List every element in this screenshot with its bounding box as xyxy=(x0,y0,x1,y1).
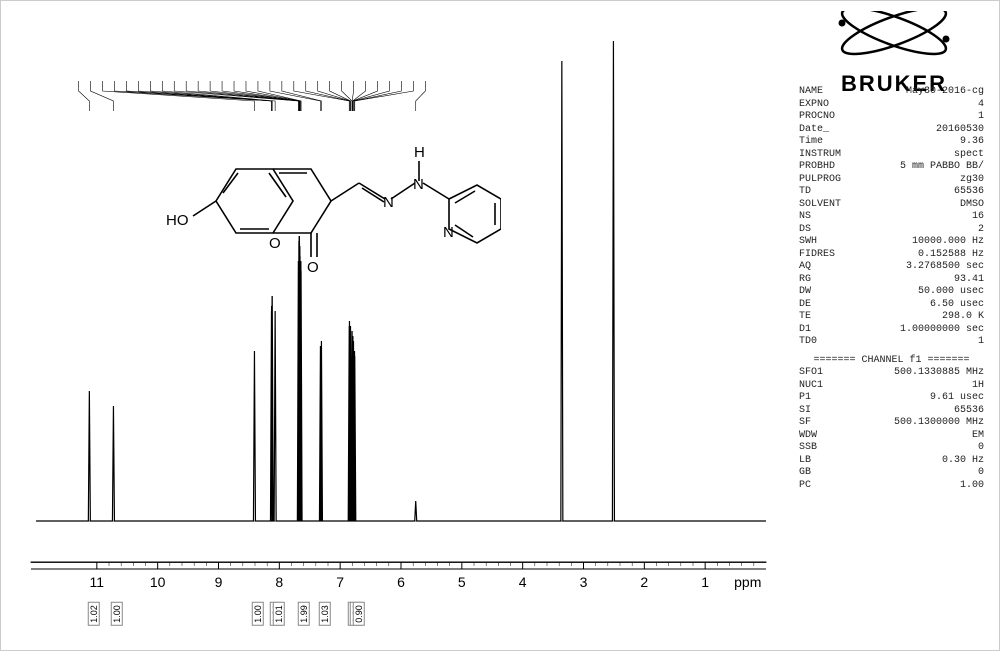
integral-value: 1.02 xyxy=(87,602,99,626)
meta-row: D11.00000000 sec xyxy=(799,324,984,337)
bruker-logo-icon xyxy=(804,11,984,66)
meta-row: DW50.000 usec xyxy=(799,286,984,299)
meta-row: RG93.41 xyxy=(799,274,984,287)
meta-row: P19.61 usec xyxy=(799,392,984,405)
integral-value: 1.00 xyxy=(252,602,264,626)
meta-row: PULPROGzg30 xyxy=(799,174,984,187)
axis-tick-label: 5 xyxy=(458,574,466,590)
meta-row: SWH10000.000 Hz xyxy=(799,236,984,249)
ppm-axis: 1110987654321ppm 1.021.001.001.241.011.9… xyxy=(21,556,791,646)
meta-row: NAMEMay30-2016-cg xyxy=(799,86,984,99)
meta-row: SFO1500.1330885 MHz xyxy=(799,367,984,380)
meta-row: NUC11H xyxy=(799,380,984,393)
meta-row: WDWEM xyxy=(799,430,984,443)
axis-tick-label: 6 xyxy=(397,574,405,590)
label-O-ring: O xyxy=(269,235,281,252)
integral-value: 1.01 xyxy=(273,602,285,626)
axis-tick-label: 4 xyxy=(519,574,527,590)
axis-tick-label: 10 xyxy=(150,574,166,590)
meta-row: PC1.00 xyxy=(799,480,984,493)
label-N-pyridine: N xyxy=(443,224,454,241)
meta-row: LB0.30 Hz xyxy=(799,455,984,468)
label-N1: N xyxy=(383,194,394,211)
label-O-carbonyl: O xyxy=(307,259,319,276)
meta-row: SI65536 xyxy=(799,405,984,418)
axis-tick-label: 8 xyxy=(275,574,283,590)
bruker-logo: BRUKER xyxy=(804,11,984,81)
meta-row: GB0 xyxy=(799,467,984,480)
integral-value: 1.03 xyxy=(319,602,331,626)
meta-row: TE298.0 K xyxy=(799,311,984,324)
meta-row: FIDRES0.152588 Hz xyxy=(799,249,984,262)
axis-tick-label: 9 xyxy=(215,574,223,590)
axis-tick-label: 2 xyxy=(640,574,648,590)
label-HO: HO xyxy=(166,212,189,229)
meta-row: SSB0 xyxy=(799,442,984,455)
axis-tick-label: 3 xyxy=(580,574,588,590)
meta-row: TD65536 xyxy=(799,186,984,199)
channel-header: ======= CHANNEL f1 ======= xyxy=(799,355,984,368)
axis-tick-label: 11 xyxy=(90,574,105,590)
meta-row: SF500.1300000 MHz xyxy=(799,417,984,430)
meta-row: EXPNO4 xyxy=(799,99,984,112)
meta-row: AQ3.2768500 sec xyxy=(799,261,984,274)
integral-value: 0.90 xyxy=(353,602,365,626)
meta-row: DS2 xyxy=(799,224,984,237)
meta-row: Time9.36 xyxy=(799,136,984,149)
label-N2: N xyxy=(413,176,424,193)
meta-row: INSTRUMspect xyxy=(799,149,984,162)
integral-value: 1.00 xyxy=(111,602,123,626)
axis-tick-label: 1 xyxy=(701,574,709,590)
axis-unit-label: ppm xyxy=(734,574,761,590)
meta-row: NS16 xyxy=(799,211,984,224)
meta-row: TD01 xyxy=(799,336,984,349)
molecular-structure: HO O O N N H N xyxy=(161,121,501,291)
meta-row: PROBHD5 mm PABBO BB/ xyxy=(799,161,984,174)
acquisition-parameters: NAMEMay30-2016-cgEXPNO4PROCNO1Date_20160… xyxy=(799,86,984,492)
meta-row: DE6.50 usec xyxy=(799,299,984,312)
meta-row: PROCNO1 xyxy=(799,111,984,124)
meta-row: SOLVENTDMSO xyxy=(799,199,984,212)
axis-tick-label: 7 xyxy=(336,574,344,590)
spectrum-plot: 11.12310.7278.4098.1298.1278.1198.1178.0… xyxy=(21,11,791,551)
label-H: H xyxy=(414,144,425,161)
integral-value: 1.99 xyxy=(298,602,310,626)
meta-row: Date_20160530 xyxy=(799,124,984,137)
nmr-figure: BRUKER NAMEMay30-2016-cgEXPNO4PROCNO1Dat… xyxy=(0,0,1000,651)
